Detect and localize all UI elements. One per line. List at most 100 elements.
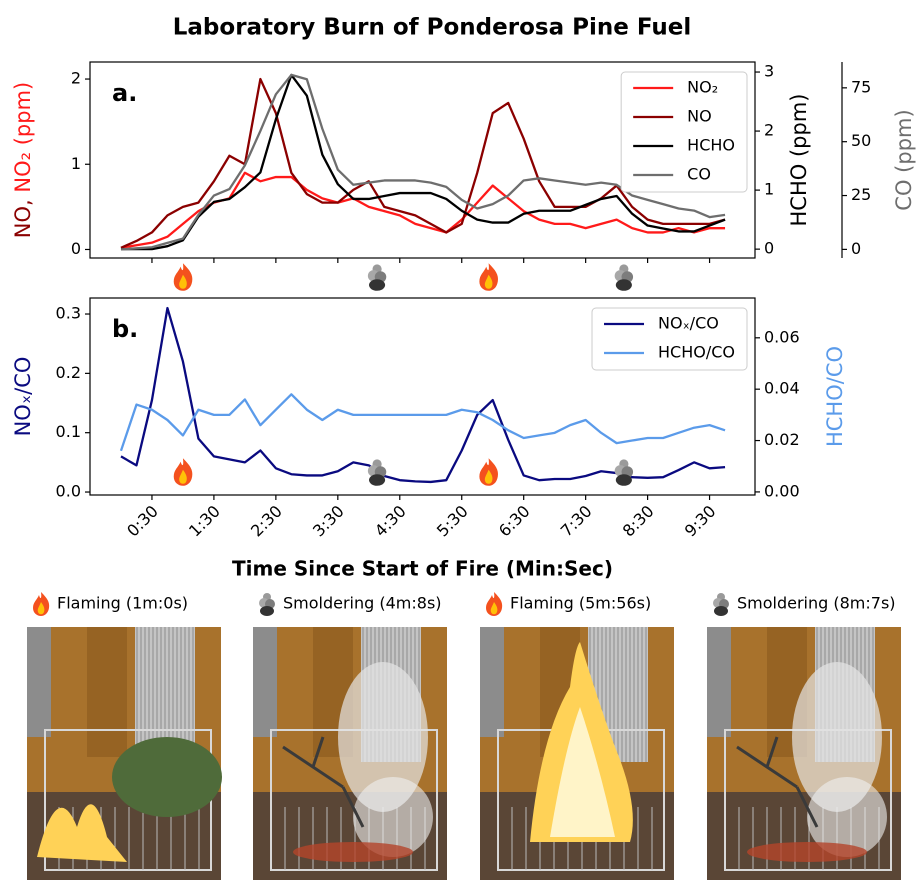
photo xyxy=(27,627,222,880)
plot-frame xyxy=(89,297,756,496)
tick-label: 2 xyxy=(764,121,774,140)
x-axis-label: Time Since Start of Fire (Min:Sec) xyxy=(232,557,613,581)
flame-inner xyxy=(484,274,493,289)
photo-smoke xyxy=(807,777,887,857)
tick-label: 0 xyxy=(851,239,861,258)
legend-label: HCHO xyxy=(687,136,735,155)
axis-label: CO (ppm) xyxy=(892,109,916,210)
tick-label: 0 xyxy=(764,239,774,258)
axis-label-part: NO₂ (ppm) xyxy=(11,82,35,200)
photo-embers xyxy=(747,842,867,862)
caption: Flaming (5m:56s) xyxy=(510,594,651,613)
series-line xyxy=(119,393,726,452)
legend-label: NO₂ xyxy=(687,78,718,97)
photo-branches xyxy=(736,736,819,828)
tick-label: 75 xyxy=(851,77,871,96)
legend-label: CO xyxy=(687,165,711,184)
tick-label: 0.1 xyxy=(56,422,81,441)
tick-label: 0.06 xyxy=(764,327,800,346)
smoke-icon xyxy=(367,459,387,486)
series-line xyxy=(120,73,726,251)
photo xyxy=(253,627,447,880)
tick-label: 1 xyxy=(764,180,774,199)
photo-foil xyxy=(27,627,51,737)
smoke-icon xyxy=(259,593,275,616)
x-tick-label: 5:30 xyxy=(433,502,472,541)
tick-label: 0.04 xyxy=(764,379,800,398)
photo-foliage xyxy=(112,737,222,817)
axis-label: NOₓ/CO xyxy=(11,357,35,437)
flame-inner xyxy=(179,469,187,484)
tick-label: 50 xyxy=(851,131,871,150)
axis-label-part: NOₓ/CO xyxy=(11,357,35,437)
photo-fire xyxy=(37,804,127,862)
panel-label: b. xyxy=(112,315,138,343)
axis-label-part: HCHO/CO xyxy=(823,346,847,447)
flame-icon xyxy=(486,592,503,616)
caption: Smoldering (4m:8s) xyxy=(283,594,442,613)
x-tick-label: 0:30 xyxy=(123,502,162,541)
tick-label: 25 xyxy=(851,185,871,204)
figure-title: Laboratory Burn of Ponderosa Pine Fuel xyxy=(173,15,692,41)
smoke-icon xyxy=(614,459,634,486)
photo-shade xyxy=(87,627,127,757)
photo-smoke xyxy=(338,662,428,812)
plot-frame xyxy=(89,61,756,259)
x-tick-label: 6:30 xyxy=(495,502,534,541)
flame-icon xyxy=(33,592,50,616)
x-tick-label: 1:30 xyxy=(185,502,224,541)
legend-box xyxy=(620,71,748,193)
caption: Flaming (1m:0s) xyxy=(57,594,188,613)
flame-inner xyxy=(484,469,493,484)
caption: Smoldering (8m:7s) xyxy=(737,594,896,613)
legend-label: HCHO/CO xyxy=(658,343,735,362)
photo-embers xyxy=(293,842,413,862)
tick-label: 0.02 xyxy=(764,430,800,449)
x-tick-label: 9:30 xyxy=(681,502,720,541)
x-tick-label: 7:30 xyxy=(557,502,596,541)
smoke-base xyxy=(369,279,386,291)
tick-label: 1 xyxy=(71,154,81,173)
smoke-base xyxy=(369,474,386,486)
smoke-base xyxy=(714,606,728,616)
photo-foil xyxy=(253,627,277,737)
tick-label: 2 xyxy=(71,69,81,88)
tick-label: 0.00 xyxy=(764,481,800,500)
flame-icon xyxy=(173,458,193,486)
smoke-base xyxy=(615,474,632,486)
tick-label: 0.2 xyxy=(56,363,81,382)
photo-foil xyxy=(707,627,731,737)
smoke-base xyxy=(260,606,274,616)
x-tick-label: 3:30 xyxy=(309,502,348,541)
panel-label: a. xyxy=(112,79,137,107)
x-tick-label: 4:30 xyxy=(371,502,410,541)
flame-inner xyxy=(37,602,45,615)
axis-label: HCHO/CO xyxy=(823,346,847,447)
photo xyxy=(480,627,674,880)
x-tick-label: 2:30 xyxy=(247,502,286,541)
tick-label: 0.0 xyxy=(56,482,81,501)
smoke-base xyxy=(615,279,632,291)
flame-icon xyxy=(479,458,499,486)
x-tick-label: 8:30 xyxy=(619,502,658,541)
photo xyxy=(707,627,901,880)
legend-label: NO xyxy=(687,107,712,126)
tick-label: 0 xyxy=(71,239,81,258)
axis-label-part: CO (ppm) xyxy=(892,109,916,210)
tick-label: 0.3 xyxy=(56,304,81,323)
axis-label-part: NO, xyxy=(11,199,35,238)
axis-label: HCHO (ppm) xyxy=(787,94,811,227)
axis-label: NO, NO₂ (ppm) xyxy=(11,82,35,238)
tick-label: 3 xyxy=(764,62,774,81)
series-line xyxy=(120,77,726,249)
smoke-icon xyxy=(713,593,729,616)
axis-label-part: HCHO (ppm) xyxy=(787,94,811,227)
photo-fire-core xyxy=(550,707,615,837)
smoke-icon xyxy=(367,264,387,291)
photo-branches xyxy=(282,736,365,828)
legend-label: NOₓ/CO xyxy=(658,314,719,333)
legend: NOₓ/CO HCHO/CO xyxy=(591,307,748,371)
photo-smoke xyxy=(792,662,882,812)
